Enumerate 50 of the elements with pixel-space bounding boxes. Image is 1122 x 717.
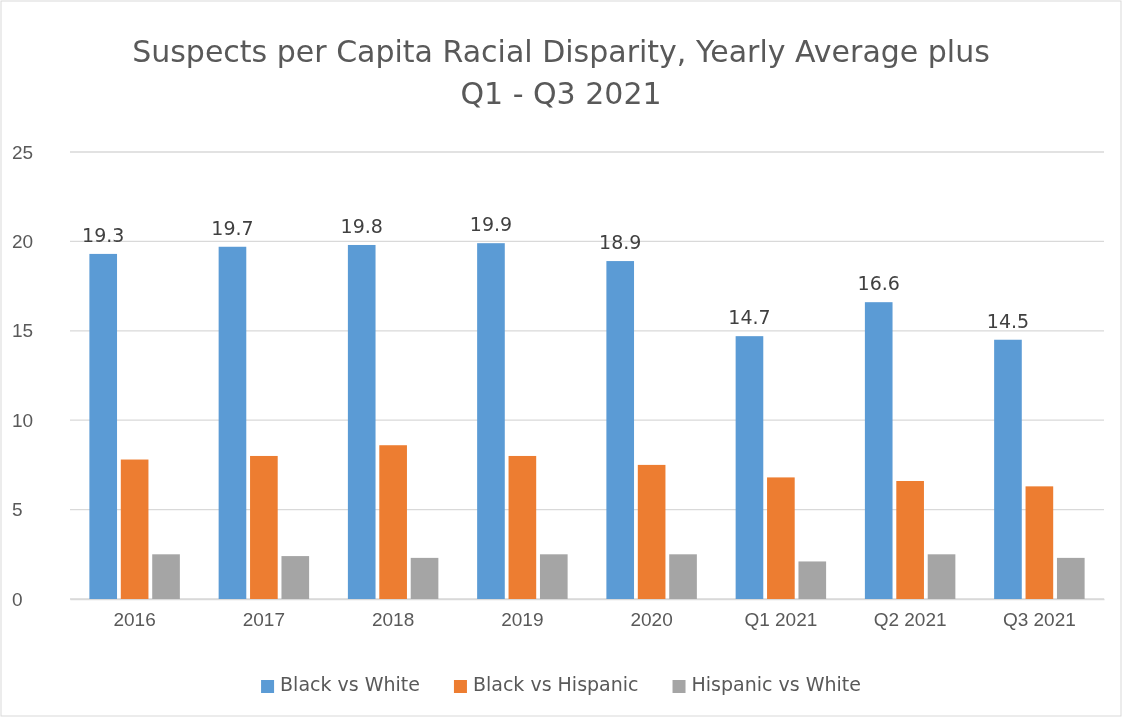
bar [1056,557,1085,599]
bar [896,480,924,599]
x-tick-label: 2019 [501,609,544,631]
data-label: 14.7 [728,306,771,329]
bar [152,554,180,599]
bar [767,477,795,599]
bar [994,339,1022,599]
bar [539,554,568,599]
x-tick-label: Q1 2021 [744,609,818,631]
data-label: 19.9 [469,213,513,236]
y-tick-label: 0 [12,588,23,610]
bar [927,554,956,599]
y-tick-label: 15 [12,320,34,342]
y-tick-label: 25 [12,141,34,163]
data-label: 18.9 [599,231,642,254]
data-label: 14.5 [986,309,1030,332]
bar [89,253,118,599]
y-tick-label: 20 [12,230,34,252]
bar [120,459,149,599]
bar [735,336,764,599]
y-tick-label: 10 [12,409,34,431]
chart-title: Suspects per Capita Racial Disparity, Yearly Average plus Q1 - Q3 2021 [132,34,990,111]
bar [1025,486,1054,599]
data-label: 16.6 [857,272,900,295]
x-tick-label: 2016 [113,609,156,631]
legend-label: Black vs White [280,673,420,695]
bar [669,554,697,599]
data-label: 19.7 [211,216,254,239]
bar [281,556,310,599]
data-label: 19.8 [340,214,383,237]
legend-label: Black vs Hispanic [472,673,639,695]
legend-label: Hispanic vs White [691,673,861,695]
y-tick-label: 5 [12,499,23,521]
x-tick-label: 2018 [371,609,415,631]
bar [798,561,827,599]
bar [864,302,893,599]
bar [477,243,505,599]
bar [250,455,278,599]
bar [637,464,666,599]
x-tick-label: Q3 2021 [1002,609,1076,631]
x-tick-label: Q2 2021 [873,609,947,631]
data-label: 19.3 [82,223,125,246]
bar [218,246,247,599]
x-tick-label: 2020 [630,609,673,631]
bar [347,244,376,599]
bar [410,557,439,599]
bar [379,445,407,599]
bar [606,261,635,599]
x-tick-label: 2017 [242,609,286,631]
bar [508,455,537,599]
